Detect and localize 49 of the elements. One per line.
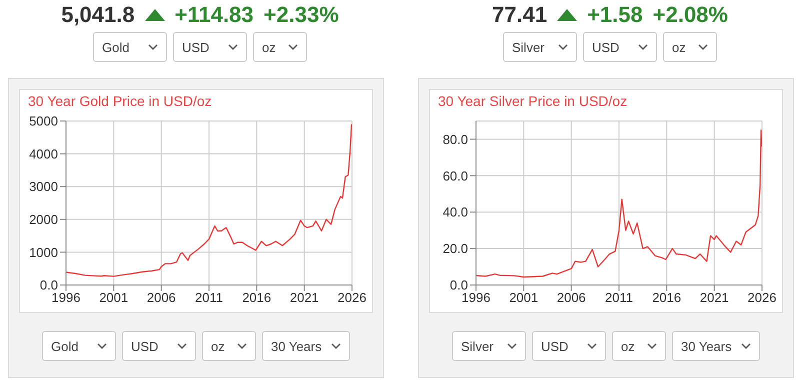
text: Gold (51, 338, 78, 354)
text: oz (621, 338, 635, 354)
x-tick-label: 2026 (748, 290, 776, 306)
x-tick-label: 2021 (290, 290, 319, 306)
y-tick-label: 0.0 (450, 278, 468, 293)
y-tick-label: 3000 (29, 179, 58, 194)
text: +114.83 (174, 2, 254, 28)
y-tick-label: 1000 (29, 244, 58, 260)
text: +2.33% (264, 2, 339, 28)
y-tick-label: 5000 (29, 114, 58, 129)
y-tick-label: 80.0 (442, 132, 468, 147)
line-series (476, 130, 762, 278)
text: USD (131, 338, 158, 354)
x-tick-label: 2011 (605, 290, 633, 306)
text: +1.58 (587, 2, 643, 28)
text: oz (211, 338, 225, 354)
x-tick-label: 1996 (52, 290, 80, 306)
text: 77.41 (492, 2, 548, 28)
text: USD (541, 338, 568, 354)
x-tick-label: 2006 (146, 290, 176, 306)
text: 30 Years (681, 338, 732, 354)
x-tick-label: 2001 (509, 290, 538, 306)
x-tick-label: 2021 (700, 290, 729, 306)
x-tick-label: 2016 (652, 290, 682, 306)
y-tick-label: 40.0 (442, 204, 468, 220)
text: oz (672, 40, 686, 54)
y-tick-label: 0.0 (40, 278, 58, 293)
y-tick-label: 60.0 (442, 168, 468, 184)
text: Silver (512, 40, 545, 54)
x-tick-label: 2011 (195, 290, 223, 306)
line-series (66, 124, 352, 277)
chart-title: 30 Year Gold Price in USD/oz (27, 92, 213, 111)
text: USD (182, 40, 210, 54)
text: Silver (461, 338, 494, 354)
y-tick-label: 20.0 (442, 241, 468, 256)
y-tick-label: 2000 (29, 212, 58, 228)
text: USD (592, 40, 620, 54)
x-tick-label: 2001 (99, 290, 128, 306)
chart-title: 30 Year Silver Price in USD/oz (437, 92, 628, 111)
x-tick-label: 2026 (338, 290, 366, 306)
text: 5,041.8 (61, 2, 135, 28)
text: Gold (102, 40, 130, 54)
x-tick-label: 1996 (462, 290, 490, 306)
text: +2.08% (652, 2, 728, 28)
x-tick-label: 2016 (242, 290, 272, 306)
x-tick-label: 2006 (556, 290, 586, 306)
y-tick-label: 4000 (29, 146, 58, 162)
text: oz (262, 40, 276, 54)
text: 30 Years (271, 338, 322, 354)
